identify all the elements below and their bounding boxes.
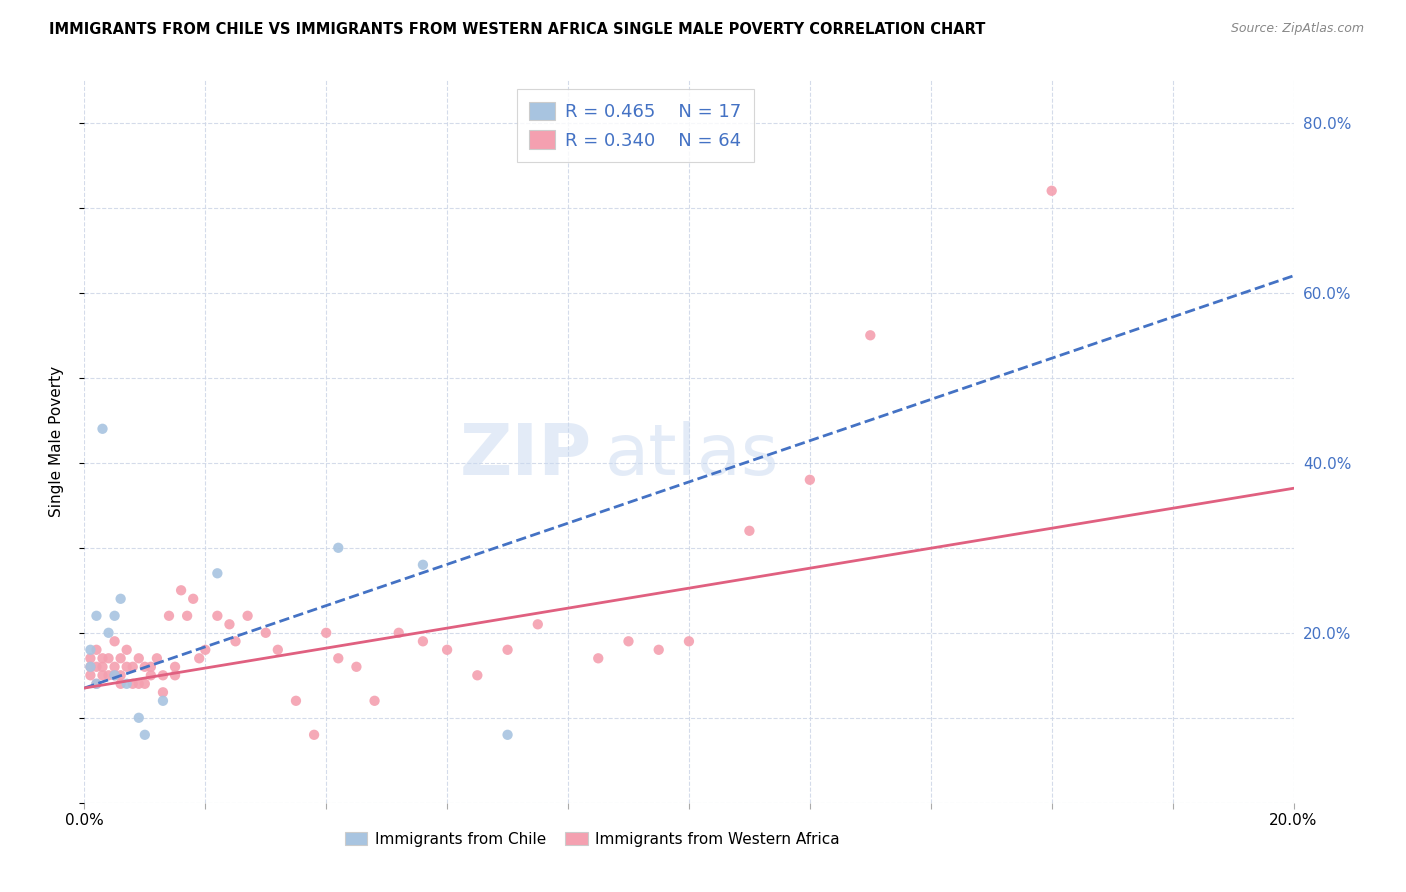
Point (139, 668, 162, 682)
Point (496, 728, 519, 742)
Point (86, 660, 108, 674)
Point (91, 651, 114, 665)
Point (134, 728, 156, 742)
Point (152, 694, 174, 708)
Point (79, 660, 101, 674)
Point (363, 694, 385, 708)
Point (799, 473, 821, 487)
Point (110, 651, 132, 665)
Point (328, 541, 350, 555)
Point (121, 677, 143, 691)
Point (152, 685, 174, 699)
Point (194, 642, 217, 657)
Point (86, 677, 108, 691)
Point (346, 660, 368, 674)
Point (86, 642, 108, 657)
Point (79, 642, 101, 657)
Point (86, 677, 108, 691)
Point (79, 660, 101, 674)
Point (152, 668, 174, 682)
Point (170, 583, 193, 598)
Point (115, 677, 138, 691)
Point (207, 608, 229, 623)
Point (254, 625, 277, 640)
Point (496, 642, 519, 657)
Point (104, 668, 127, 682)
Y-axis label: Single Male Poverty: Single Male Poverty (49, 366, 63, 517)
Point (104, 608, 127, 623)
Point (91, 422, 114, 436)
Point (236, 608, 259, 623)
Legend: Immigrants from Chile, Immigrants from Western Africa: Immigrants from Chile, Immigrants from W… (339, 826, 846, 853)
Point (412, 558, 434, 572)
Point (648, 642, 671, 657)
Text: Source: ZipAtlas.com: Source: ZipAtlas.com (1230, 22, 1364, 36)
Text: atlas: atlas (605, 422, 779, 491)
Point (128, 677, 150, 691)
Point (91, 668, 114, 682)
Point (134, 677, 156, 691)
Point (328, 651, 350, 665)
Point (97, 668, 120, 682)
Point (79, 651, 101, 665)
Point (91, 660, 114, 674)
Point (412, 634, 434, 648)
Point (121, 660, 143, 674)
Point (285, 694, 308, 708)
Point (467, 668, 489, 682)
Point (97, 625, 120, 640)
Point (165, 660, 187, 674)
Point (176, 608, 198, 623)
Point (315, 625, 337, 640)
Point (97, 651, 120, 665)
Point (86, 608, 108, 623)
Text: ZIP: ZIP (460, 422, 592, 491)
Point (188, 651, 211, 665)
Point (738, 524, 761, 538)
Point (588, 651, 610, 665)
Point (678, 634, 700, 648)
Point (1040, 184, 1063, 198)
Point (104, 660, 127, 674)
Point (267, 642, 290, 657)
Point (146, 651, 169, 665)
Point (139, 660, 162, 674)
Point (110, 591, 132, 606)
Point (110, 668, 132, 682)
Point (527, 617, 550, 632)
Point (165, 668, 187, 682)
Point (115, 660, 138, 674)
Point (859, 328, 882, 343)
Point (104, 634, 127, 648)
Point (115, 642, 138, 657)
Point (157, 608, 180, 623)
Point (436, 642, 458, 657)
Point (207, 566, 229, 581)
Point (128, 711, 150, 725)
Point (110, 677, 132, 691)
Point (218, 617, 240, 632)
Point (388, 625, 411, 640)
Point (225, 634, 247, 648)
Point (617, 634, 640, 648)
Point (181, 591, 204, 606)
Text: IMMIGRANTS FROM CHILE VS IMMIGRANTS FROM WESTERN AFRICA SINGLE MALE POVERTY CORR: IMMIGRANTS FROM CHILE VS IMMIGRANTS FROM… (49, 22, 986, 37)
Point (104, 668, 127, 682)
Point (128, 651, 150, 665)
Point (302, 728, 325, 742)
Point (79, 668, 101, 682)
Point (134, 660, 156, 674)
